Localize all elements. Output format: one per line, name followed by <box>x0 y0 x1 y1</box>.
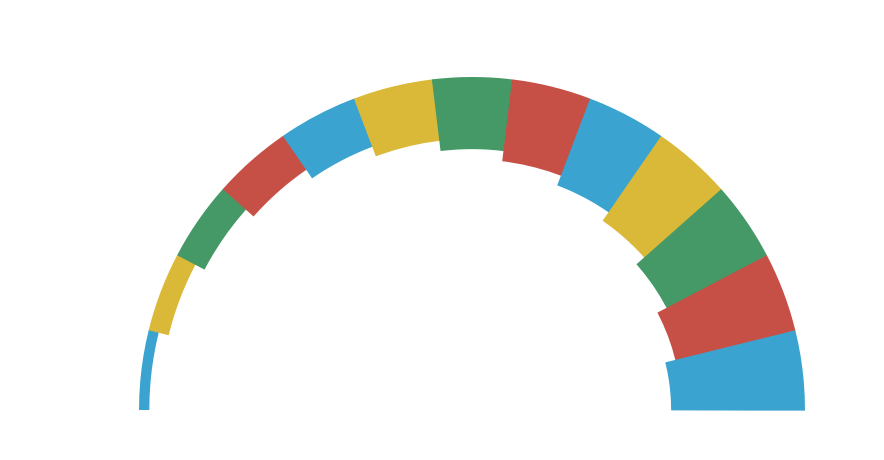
segment <box>636 189 768 309</box>
segment <box>139 329 159 410</box>
segment <box>353 79 440 157</box>
segment <box>222 135 307 217</box>
segment <box>502 79 591 176</box>
segment <box>177 188 247 270</box>
segment <box>148 254 196 336</box>
segment <box>602 135 722 258</box>
segment <box>431 77 513 152</box>
segment <box>557 98 662 213</box>
segment <box>282 98 373 179</box>
segment <box>665 330 805 411</box>
segment <box>657 255 796 361</box>
